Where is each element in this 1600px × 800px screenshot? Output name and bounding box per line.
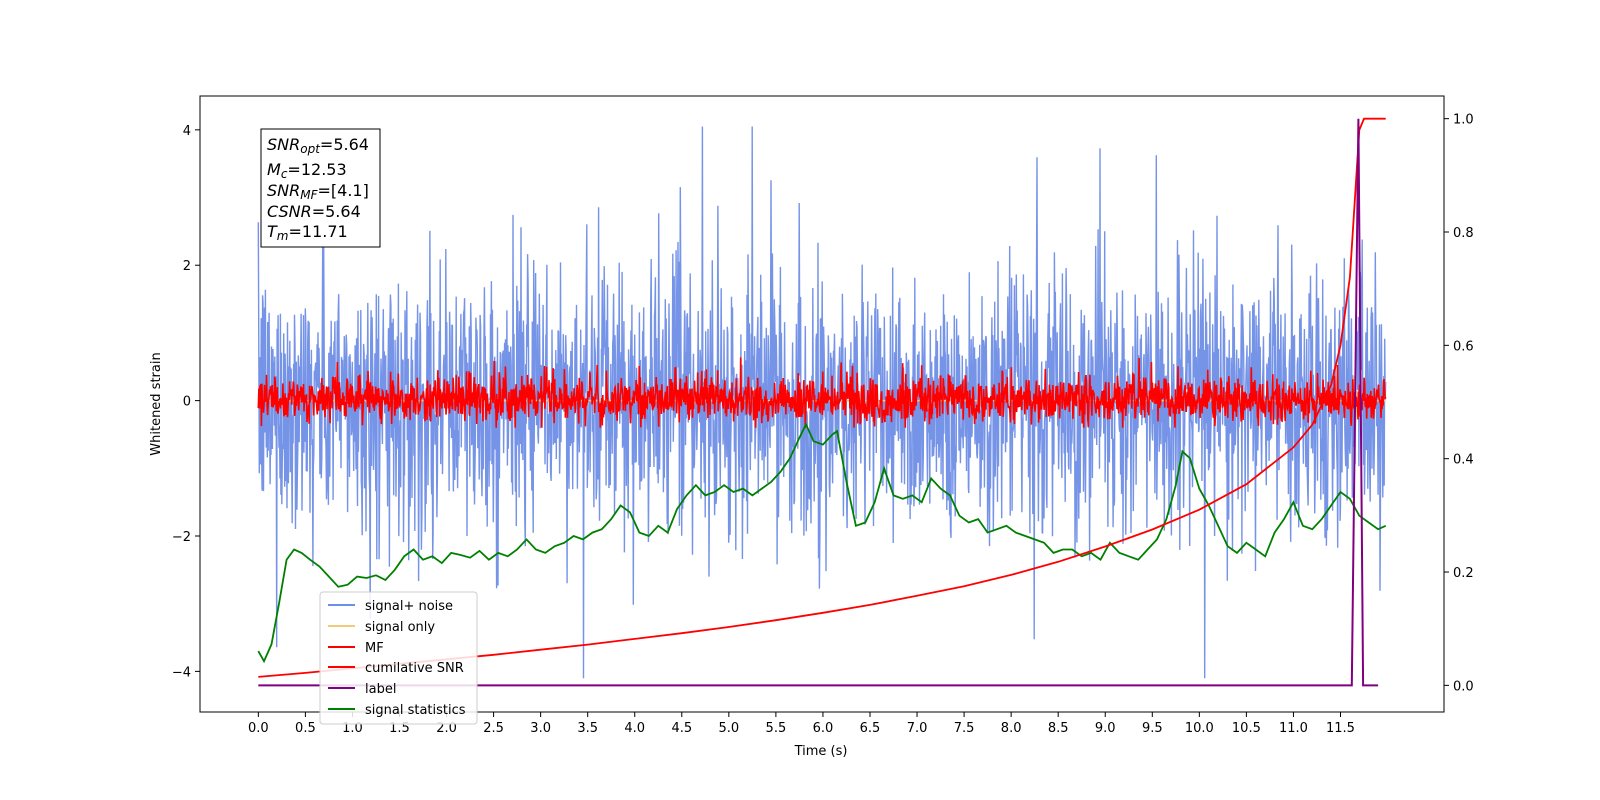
y-axis-right: 0.0 0.2 0.4 0.6 0.8 1.0 <box>1444 113 1474 694</box>
info-snr-opt-symbol: SNR <box>267 135 300 154</box>
x-tick-label: 8.0 <box>1001 721 1022 736</box>
x-tick-label: 5.5 <box>766 721 787 736</box>
info-box-frame <box>260 128 381 248</box>
y2-tick-label: 0.8 <box>1453 226 1474 241</box>
x-tick-label: 2.0 <box>436 721 457 736</box>
legend-label-signal-noise: signal+ noise <box>365 599 453 614</box>
legend-label-signal-only: signal only <box>365 620 435 635</box>
x-tick-label: 1.0 <box>342 721 363 736</box>
y-tick-label: 4 <box>183 124 191 139</box>
y-tick-label: 0 <box>183 395 191 410</box>
info-mc-symbol: M <box>267 160 281 179</box>
info-tm-subscript: m <box>277 229 289 243</box>
plot-frame <box>199 95 1445 713</box>
legend-item-signal-only: signal only <box>328 620 435 635</box>
info-csnr-value: =5.64 <box>312 202 361 221</box>
legend-frame <box>319 591 478 725</box>
x-tick-label: 8.5 <box>1048 721 1069 736</box>
series-cumilative-snr-line <box>258 117 1386 678</box>
x-tick-label: 10.5 <box>1232 721 1261 736</box>
x-tick-label: 0.0 <box>248 721 269 736</box>
legend-item-signal-noise: signal+ noise <box>328 599 453 614</box>
x-tick-label: 3.0 <box>530 721 551 736</box>
legend-item-signal-statistics: signal statistics <box>328 703 466 718</box>
series-signal-noise-line <box>257 126 1387 679</box>
legend-item-mf: MF <box>328 641 384 656</box>
info-line-csnr: CSNR=5.64 <box>267 202 361 221</box>
x-tick-label: 9.5 <box>1142 721 1163 736</box>
info-line-mc: Mc=12.53 <box>267 160 347 181</box>
x-tick-label: 10.0 <box>1185 721 1214 736</box>
info-snr-opt-value: =5.64 <box>320 135 369 154</box>
x-tick-label: 11.5 <box>1326 721 1355 736</box>
y-axis-left: −4 −2 0 2 4 <box>172 124 200 680</box>
series-layer <box>257 117 1387 687</box>
x-tick-label: 7.5 <box>954 721 975 736</box>
x-tick-label: 9.0 <box>1095 721 1116 736</box>
info-line-snr-mf: SNRMF=[4.1] <box>267 181 369 202</box>
y2-tick-label: 1.0 <box>1453 113 1474 128</box>
x-tick-label: 1.5 <box>389 721 410 736</box>
info-tm-value: =11.71 <box>288 222 347 241</box>
legend-item-label: label <box>328 682 396 697</box>
x-tick-label: 6.5 <box>860 721 881 736</box>
x-tick-label: 11.0 <box>1279 721 1308 736</box>
y-tick-label: −4 <box>172 665 191 680</box>
info-snr-opt-subscript: opt <box>300 142 321 156</box>
info-line-snr-opt: SNRopt=5.64 <box>267 135 369 156</box>
x-tick-label: 7.0 <box>907 721 928 736</box>
y2-tick-label: 0.0 <box>1453 679 1474 694</box>
x-tick-label: 3.5 <box>577 721 598 736</box>
info-snr-mf-value: =[4.1] <box>318 181 369 200</box>
x-axis: 0.0 0.5 1.0 1.5 2.0 2.5 3.0 3.5 4.0 4.5 5.0 5.5 6.0 6… <box>248 712 1355 736</box>
info-snr-mf-subscript: MF <box>300 188 318 202</box>
legend-label-label: label <box>365 682 396 697</box>
legend: signal+ noise signal only MF cumilative … <box>319 591 478 725</box>
y2-tick-label: 0.2 <box>1453 566 1474 581</box>
legend-label-mf: MF <box>365 641 384 656</box>
x-tick-label: 2.5 <box>483 721 504 736</box>
info-line-tm: Tm=11.71 <box>267 222 348 243</box>
info-mc-subscript: c <box>281 167 288 181</box>
y2-tick-label: 0.4 <box>1453 453 1474 468</box>
series-mf-line <box>257 357 1387 428</box>
x-tick-label: 6.0 <box>813 721 834 736</box>
info-mc-value: =12.53 <box>287 160 346 179</box>
x-tick-label: 0.5 <box>295 721 316 736</box>
y2-tick-label: 0.6 <box>1453 339 1474 354</box>
info-box: SNRopt=5.64 Mc=12.53 SNRMF=[4.1] CSNR=5.… <box>260 128 381 248</box>
legend-item-cumilative-snr: cumilative SNR <box>328 661 464 676</box>
x-axis-title: Time (s) <box>794 744 848 759</box>
x-tick-label: 4.5 <box>671 721 692 736</box>
info-tm-symbol: T <box>267 222 278 241</box>
legend-label-signal-statistics: signal statistics <box>365 703 466 718</box>
y-tick-label: 2 <box>183 259 191 274</box>
series-label-line <box>258 118 1379 687</box>
info-snr-mf-symbol: SNR <box>267 181 300 200</box>
series-signal-statistics-line <box>257 422 1387 664</box>
y-axis-title: Whitened strain <box>149 352 164 455</box>
x-tick-label: 4.0 <box>624 721 645 736</box>
y-tick-label: −2 <box>172 530 191 545</box>
x-tick-label: 5.0 <box>718 721 739 736</box>
info-csnr-symbol: CSNR <box>267 202 312 221</box>
legend-label-cumilative-snr: cumilative SNR <box>365 661 464 676</box>
